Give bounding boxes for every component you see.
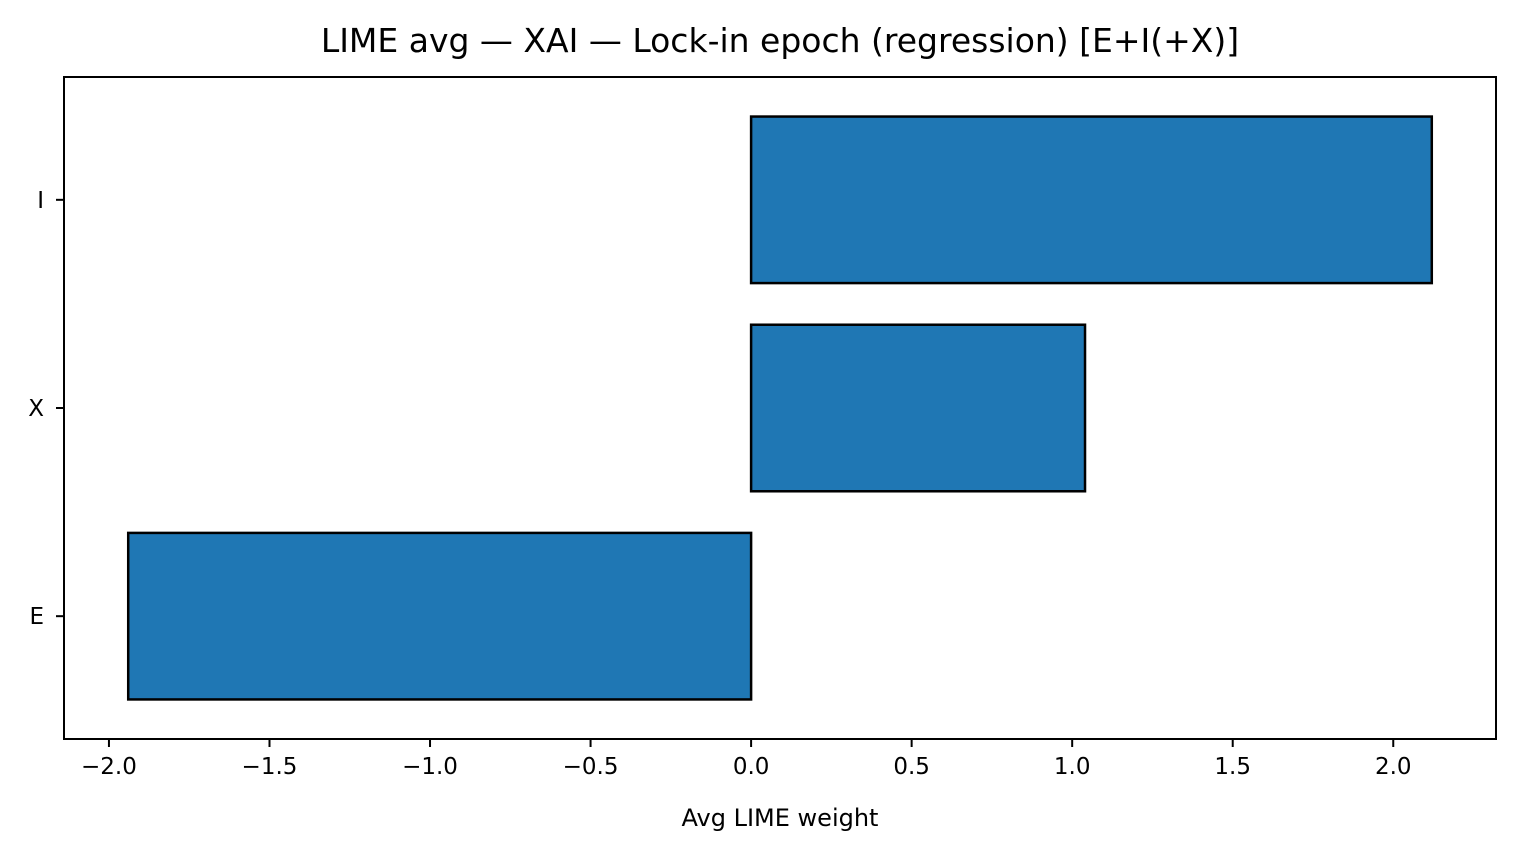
- x-axis-label: Avg LIME weight: [682, 804, 879, 832]
- x-tick-label: −0.5: [563, 754, 619, 780]
- bar-e: [126, 531, 753, 701]
- y-tick-label-i: I: [37, 188, 44, 214]
- y-tick-label-x: X: [28, 396, 44, 422]
- chart-title: LIME avg — XAI — Lock-in epoch (regressi…: [321, 21, 1239, 60]
- x-tick-label: −2.0: [81, 754, 137, 780]
- y-tick-label-e: E: [29, 604, 44, 630]
- bar-x: [749, 323, 1087, 493]
- x-tick-label: 1.0: [1054, 754, 1091, 780]
- x-tick-label: 0.5: [893, 754, 930, 780]
- x-tick-label: 2.0: [1375, 754, 1412, 780]
- plot-area: −2.0 −1.5 −1.0 −0.5 0.0 0.5 1.0 1.5 2.0 E X I: [28, 76, 1497, 780]
- x-tick-label: −1.5: [242, 754, 298, 780]
- x-tick-label: 0.0: [733, 754, 770, 780]
- bar-i: [749, 115, 1434, 285]
- x-tick-label: 1.5: [1214, 754, 1251, 780]
- x-tick-label: −1.0: [402, 754, 458, 780]
